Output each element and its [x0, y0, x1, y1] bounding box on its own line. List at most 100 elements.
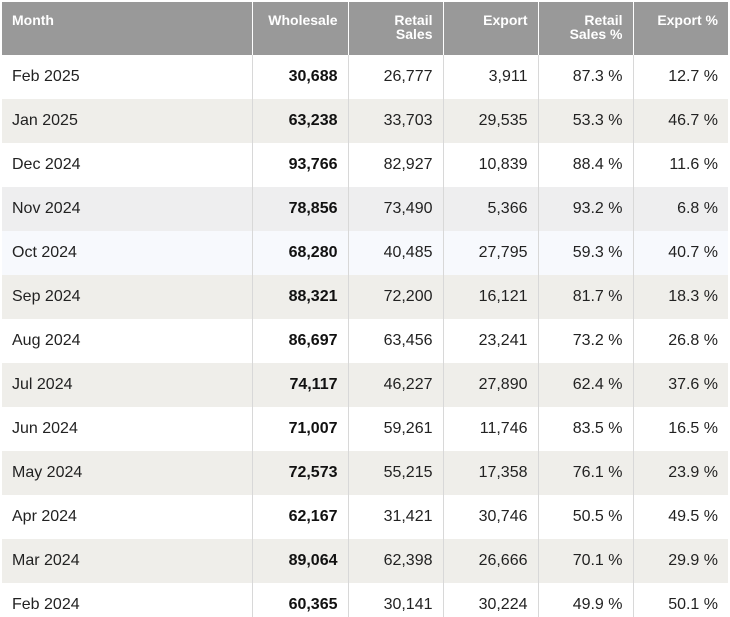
cell-month: Jul 2024	[2, 363, 253, 407]
cell-retail-sales-pct: 59.3 %	[538, 231, 634, 275]
cell-retail-sales-pct: 49.9 %	[538, 583, 634, 617]
cell-retail-sales: 30,141	[348, 583, 444, 617]
cell-wholesale: 71,007	[252, 407, 349, 451]
cell-month: Dec 2024	[2, 143, 253, 187]
cell-wholesale: 88,321	[252, 275, 349, 319]
header-month[interactable]: Month	[2, 2, 253, 55]
cell-export: 3,911	[443, 55, 539, 99]
cell-export: 27,890	[443, 363, 539, 407]
cell-month: Feb 2025	[2, 55, 253, 99]
cell-retail-sales-pct: 87.3 %	[538, 55, 634, 99]
cell-retail-sales: 82,927	[348, 143, 444, 187]
header-row: Month Wholesale Retail Sales Export Reta…	[2, 2, 728, 55]
cell-month: Feb 2024	[2, 583, 253, 617]
cell-retail-sales: 31,421	[348, 495, 444, 539]
header-retail-sales[interactable]: Retail Sales	[348, 2, 444, 55]
cell-wholesale: 62,167	[252, 495, 349, 539]
table-row: Jan 2025 63,238 33,703 29,535 53.3 % 46.7 %	[2, 99, 728, 143]
cell-retail-sales-pct: 53.3 %	[538, 99, 634, 143]
cell-export: 30,224	[443, 583, 539, 617]
cell-month: May 2024	[2, 451, 253, 495]
cell-retail-sales: 63,456	[348, 319, 444, 363]
cell-export-pct: 11.6 %	[633, 143, 728, 187]
table-row: Jul 2024 74,117 46,227 27,890 62.4 % 37.6 %	[2, 363, 728, 407]
cell-export: 27,795	[443, 231, 539, 275]
cell-retail-sales: 40,485	[348, 231, 444, 275]
cell-wholesale: 89,064	[252, 539, 349, 583]
cell-retail-sales: 55,215	[348, 451, 444, 495]
cell-export-pct: 50.1 %	[633, 583, 728, 617]
table-row: Apr 2024 62,167 31,421 30,746 50.5 % 49.5 %	[2, 495, 728, 539]
cell-retail-sales-pct: 73.2 %	[538, 319, 634, 363]
cell-wholesale: 86,697	[252, 319, 349, 363]
header-retail-sales-pct-line2: Sales %	[569, 26, 623, 42]
cell-month: Jun 2024	[2, 407, 253, 451]
cell-export: 11,746	[443, 407, 539, 451]
cell-export: 30,746	[443, 495, 539, 539]
cell-month: Apr 2024	[2, 495, 253, 539]
header-wholesale[interactable]: Wholesale	[252, 2, 349, 55]
cell-export: 17,358	[443, 451, 539, 495]
cell-export-pct: 23.9 %	[633, 451, 728, 495]
cell-wholesale: 74,117	[252, 363, 349, 407]
cell-month: Sep 2024	[2, 275, 253, 319]
cell-wholesale: 78,856	[252, 187, 349, 231]
header-export-pct[interactable]: Export %	[633, 2, 728, 55]
cell-export-pct: 16.5 %	[633, 407, 728, 451]
cell-retail-sales: 72,200	[348, 275, 444, 319]
cell-retail-sales: 62,398	[348, 539, 444, 583]
header-retail-sales-pct[interactable]: Retail Sales %	[538, 2, 634, 55]
cell-export-pct: 40.7 %	[633, 231, 728, 275]
table-row: Feb 2025 30,688 26,777 3,911 87.3 % 12.7 %	[2, 55, 728, 99]
cell-month: Aug 2024	[2, 319, 253, 363]
cell-export-pct: 26.8 %	[633, 319, 728, 363]
cell-export-pct: 6.8 %	[633, 187, 728, 231]
table-row: Dec 2024 93,766 82,927 10,839 88.4 % 11.6 %	[2, 143, 728, 187]
cell-month: Nov 2024	[2, 187, 253, 231]
cell-retail-sales-pct: 50.5 %	[538, 495, 634, 539]
cell-retail-sales-pct: 83.5 %	[538, 407, 634, 451]
table-row: Mar 2024 89,064 62,398 26,666 70.1 % 29.9 %	[2, 539, 728, 583]
cell-retail-sales-pct: 88.4 %	[538, 143, 634, 187]
cell-month: Jan 2025	[2, 99, 253, 143]
cell-export-pct: 37.6 %	[633, 363, 728, 407]
table-body: Feb 2025 30,688 26,777 3,911 87.3 % 12.7 % Jan…	[2, 55, 728, 617]
cell-retail-sales-pct: 62.4 %	[538, 363, 634, 407]
cell-month: Oct 2024	[2, 231, 253, 275]
cell-export-pct: 29.9 %	[633, 539, 728, 583]
cell-retail-sales-pct: 70.1 %	[538, 539, 634, 583]
table-row: Nov 2024 78,856 73,490 5,366 93.2 % 6.8 %	[2, 187, 728, 231]
cell-retail-sales: 46,227	[348, 363, 444, 407]
header-retail-sales-pct-line1: Retail	[584, 12, 623, 28]
cell-month: Mar 2024	[2, 539, 253, 583]
table-row: Oct 2024 68,280 40,485 27,795 59.3 % 40.7 %	[2, 231, 728, 275]
cell-wholesale: 30,688	[252, 55, 349, 99]
cell-retail-sales-pct: 93.2 %	[538, 187, 634, 231]
table-row: May 2024 72,573 55,215 17,358 76.1 % 23.9 %	[2, 451, 728, 495]
table-row: Sep 2024 88,321 72,200 16,121 81.7 % 18.3 %	[2, 275, 728, 319]
cell-export: 5,366	[443, 187, 539, 231]
cell-export: 23,241	[443, 319, 539, 363]
cell-export: 10,839	[443, 143, 539, 187]
cell-export: 29,535	[443, 99, 539, 143]
cell-export-pct: 46.7 %	[633, 99, 728, 143]
cell-retail-sales-pct: 81.7 %	[538, 275, 634, 319]
cell-wholesale: 63,238	[252, 99, 349, 143]
cell-retail-sales: 73,490	[348, 187, 444, 231]
cell-retail-sales: 26,777	[348, 55, 444, 99]
cell-wholesale: 68,280	[252, 231, 349, 275]
header-export[interactable]: Export	[443, 2, 539, 55]
cell-wholesale: 72,573	[252, 451, 349, 495]
cell-retail-sales: 59,261	[348, 407, 444, 451]
table-row: Jun 2024 71,007 59,261 11,746 83.5 % 16.5 %	[2, 407, 728, 451]
cell-export: 26,666	[443, 539, 539, 583]
cell-wholesale: 93,766	[252, 143, 349, 187]
cell-retail-sales-pct: 76.1 %	[538, 451, 634, 495]
cell-export-pct: 12.7 %	[633, 55, 728, 99]
cell-retail-sales: 33,703	[348, 99, 444, 143]
table-row: Aug 2024 86,697 63,456 23,241 73.2 % 26.8 %	[2, 319, 728, 363]
table-row: Feb 2024 60,365 30,141 30,224 49.9 % 50.1 %	[2, 583, 728, 617]
cell-wholesale: 60,365	[252, 583, 349, 617]
